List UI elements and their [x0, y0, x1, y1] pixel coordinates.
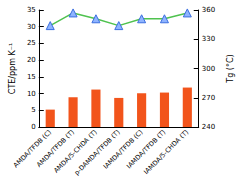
svg-text:IAMDA/TFDB (T): IAMDA/TFDB (T) [125, 128, 167, 170]
svg-text:p-DAMDA/TFDB (T): p-DAMDA/TFDB (T) [72, 128, 122, 177]
svg-text:0: 0 [31, 123, 35, 131]
svg-text:IAMDA/5-CHDA (T): IAMDA/5-CHDA (T) [142, 128, 190, 176]
svg-text:270: 270 [202, 94, 215, 102]
svg-text:IAMDA/TFDB (C): IAMDA/TFDB (C) [102, 128, 145, 171]
svg-text:300: 300 [202, 65, 215, 73]
svg-text:10: 10 [27, 90, 36, 98]
svg-text:25: 25 [27, 39, 36, 47]
svg-text:15: 15 [27, 73, 36, 81]
svg-text:AMDA/TFDB (T): AMDA/TFDB (T) [35, 128, 76, 169]
svg-text:AMDA/TFDB (C): AMDA/TFDB (C) [12, 128, 53, 169]
svg-text:360: 360 [202, 6, 215, 14]
svg-text:20: 20 [27, 56, 36, 64]
svg-text:35: 35 [27, 6, 36, 14]
svg-text:Tg (°C): Tg (°C) [226, 54, 235, 83]
svg-text:330: 330 [202, 35, 215, 43]
svg-text:CTE/ppm K⁻¹: CTE/ppm K⁻¹ [8, 43, 17, 94]
svg-text:5: 5 [31, 106, 35, 114]
svg-text:240: 240 [202, 123, 215, 131]
svg-text:30: 30 [27, 23, 36, 31]
svg-text:AMDA/5-CHDA (T): AMDA/5-CHDA (T) [52, 128, 99, 175]
